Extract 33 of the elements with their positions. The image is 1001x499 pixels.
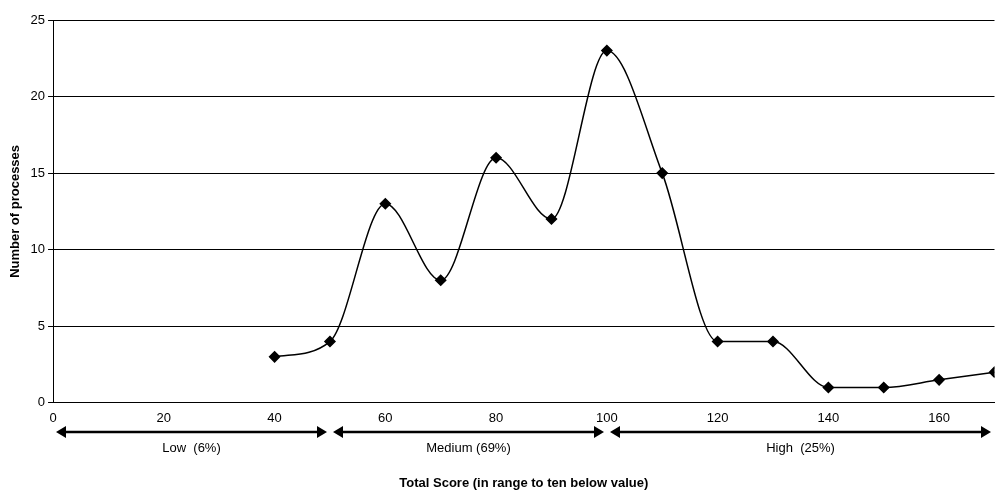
point — [767, 335, 779, 348]
y-tick-label: 5 — [37, 317, 46, 333]
text: Low (6%) — [161, 440, 222, 455]
point — [877, 381, 890, 394]
point — [490, 152, 502, 164]
x-tick-label: 20 — [156, 410, 172, 426]
y-tick-label: 15 — [30, 164, 46, 180]
point — [545, 213, 558, 225]
x-tick-label: 160 — [928, 410, 950, 426]
y-tick-label: 0 — [37, 394, 46, 410]
point — [933, 374, 945, 386]
point — [268, 351, 281, 363]
x-tick-label: 100 — [596, 410, 618, 426]
text: Medium (69%) — [425, 440, 512, 455]
x-tick-label: 120 — [706, 410, 729, 426]
x-tick-label: 140 — [817, 410, 840, 426]
text: High (25%) — [765, 440, 836, 455]
point — [711, 335, 724, 348]
x-axis-title: Total Score (in range to ten below value) — [399, 474, 649, 490]
point — [324, 335, 336, 348]
x-tick-label: 80 — [488, 410, 504, 426]
y-axis-title: Number of processes — [7, 144, 23, 278]
point — [379, 197, 392, 210]
point — [656, 167, 668, 179]
point — [434, 274, 447, 287]
y-tick-label: 10 — [30, 241, 46, 257]
x-tick-label: 60 — [378, 410, 393, 426]
x-tick-label: 0 — [49, 410, 57, 426]
y-tick-label: 25 — [30, 11, 46, 27]
point — [822, 381, 835, 394]
point — [601, 44, 613, 57]
y-tick-label: 20 — [30, 88, 46, 104]
x-tick-label: 40 — [267, 410, 282, 426]
